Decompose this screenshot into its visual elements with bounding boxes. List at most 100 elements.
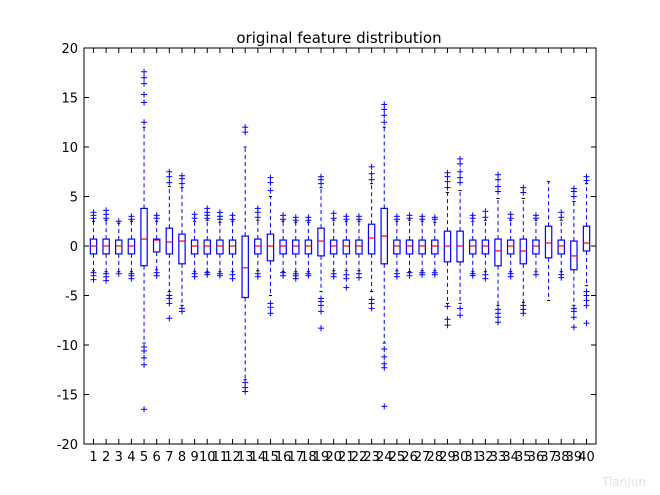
flier-point [267, 300, 274, 307]
y-tick-label: -20 [57, 438, 78, 453]
flier-point [191, 211, 198, 218]
x-tick-label: 16 [275, 450, 292, 465]
flier-point [457, 174, 464, 181]
x-tick-label: 18 [300, 450, 317, 465]
flier-point [381, 345, 388, 352]
flier-point [381, 119, 388, 126]
flier-point [166, 168, 173, 175]
x-tick-label: 5 [140, 450, 148, 465]
box-39 [570, 185, 578, 331]
box-40 [582, 173, 591, 327]
box-iqr [367, 223, 376, 255]
x-tick-label: 25 [389, 450, 406, 465]
box-10 [203, 205, 212, 278]
flier-point [141, 343, 148, 350]
box-iqr [228, 239, 237, 255]
flier-point [141, 80, 148, 87]
flier-point [520, 302, 527, 309]
flier-point [469, 270, 476, 277]
flier-point [191, 270, 198, 277]
flier-point [318, 295, 325, 302]
x-tick-label: 17 [287, 450, 304, 465]
box-iqr [393, 239, 401, 255]
flier-point [419, 269, 426, 276]
box-7 [165, 168, 174, 322]
flier-point [457, 305, 464, 312]
flier-point [115, 270, 122, 277]
x-tick-label: 15 [262, 450, 279, 465]
flier-point [141, 119, 148, 126]
flier-point [305, 270, 312, 277]
flier-point [280, 269, 287, 276]
box-iqr [266, 233, 275, 262]
x-tick-label: 39 [566, 450, 583, 465]
box-28 [431, 214, 439, 278]
flier-point [343, 213, 350, 220]
box-6 [152, 212, 161, 279]
box-iqr [405, 239, 414, 255]
x-tick-label: 7 [165, 450, 173, 465]
flier-point [381, 360, 388, 367]
flier-point [141, 354, 148, 361]
box-38 [557, 209, 565, 281]
flier-point [368, 176, 375, 183]
y-tick-label: 10 [61, 141, 78, 156]
box-29 [443, 169, 452, 329]
flier-point [444, 184, 451, 191]
box-iqr [203, 239, 212, 255]
box-13 [241, 124, 249, 395]
flier-point [368, 170, 375, 177]
y-tick-label: 15 [61, 92, 78, 107]
flier-point [254, 205, 261, 212]
box-35 [519, 184, 528, 317]
flier-point [570, 324, 577, 331]
plot-area [89, 68, 591, 413]
x-tick-label: 27 [414, 450, 431, 465]
flier-point [153, 212, 160, 219]
flier-point [482, 214, 489, 221]
flier-point [267, 187, 274, 194]
box-iqr [582, 225, 591, 252]
flier-point [393, 213, 400, 220]
flier-point [570, 305, 577, 312]
x-tick-label: 14 [250, 450, 267, 465]
flier-point [444, 303, 451, 310]
box-33 [494, 171, 502, 326]
x-tick-label: 2 [102, 450, 110, 465]
box-iqr [329, 239, 338, 255]
x-tick-label: 3 [115, 450, 123, 465]
x-tick-label: 31 [464, 450, 481, 465]
box-iqr [317, 227, 325, 257]
flier-point [267, 310, 274, 317]
flier-point [166, 292, 173, 299]
box-2 [102, 207, 110, 284]
y-tick-label: -10 [57, 339, 78, 354]
box-iqr [152, 238, 161, 253]
box-16 [279, 212, 287, 279]
box-iqr [241, 235, 249, 299]
flier-point [381, 353, 388, 360]
x-tick-label: 26 [401, 450, 418, 465]
flier-point [141, 361, 148, 368]
x-tick-label: 23 [363, 450, 380, 465]
flier-point [305, 214, 312, 221]
box-iqr [115, 239, 123, 255]
box-iqr [279, 239, 287, 255]
axes-frame [83, 47, 597, 445]
flier-point [318, 173, 325, 180]
flier-point [292, 214, 299, 221]
flier-point [457, 312, 464, 319]
flier-point [495, 306, 502, 313]
box-iqr [178, 233, 186, 265]
flier-point [128, 213, 135, 220]
box-iqr [216, 239, 224, 255]
box-23 [367, 163, 376, 312]
flier-point [204, 269, 211, 276]
box-34 [506, 211, 515, 280]
flier-point [115, 218, 122, 225]
box-15 [266, 174, 275, 317]
flier-point [166, 179, 173, 186]
x-tick-label: 38 [553, 450, 570, 465]
flier-point [532, 212, 539, 219]
x-tick-label: 29 [439, 450, 456, 465]
